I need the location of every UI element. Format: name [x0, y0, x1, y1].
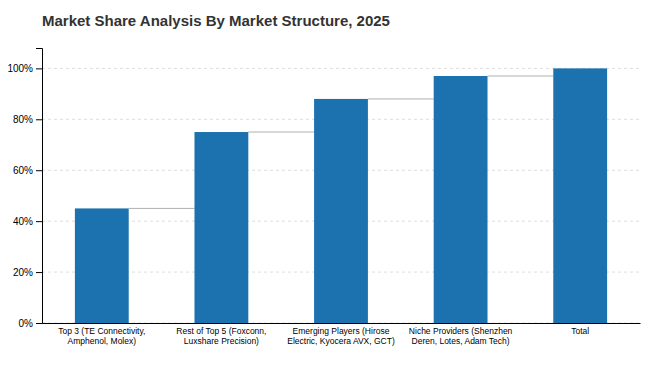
connector [129, 208, 195, 209]
x-tick: Total [571, 326, 589, 336]
y-tick-mark [36, 272, 42, 273]
y-tick: 40% [13, 216, 42, 227]
x-tick-label-line: Niche Providers (Shenzhen [409, 326, 513, 336]
x-tick-label: Niche Providers (ShenzhenDeren, Lotes, A… [409, 326, 513, 346]
y-tick: 100% [7, 63, 42, 74]
y-tick-mark [36, 119, 42, 120]
x-tick-label-line: Top 3 (TE Connectivity, [58, 326, 145, 336]
x-tick: Niche Providers (ShenzhenDeren, Lotes, A… [409, 326, 513, 346]
plot: 0% 20% 40% 60% 80% 100% Top 3 (TE Connectivity… [7, 49, 640, 346]
x-axis: Top 3 (TE Connectivity,Amphenol, Molex) R… [43, 324, 641, 346]
y-tick-label: 20% [13, 267, 33, 278]
x-tick-label-line: Electric, Kyocera AVX, GCT) [287, 336, 395, 346]
x-tick-label-line: Emerging Players (Hirose [293, 326, 390, 336]
title: Market Share Analysis By Market Structur… [42, 12, 390, 29]
x-tick-label: Emerging Players (HiroseElectric, Kyocer… [287, 326, 395, 346]
marks [75, 68, 607, 323]
x-tick-label-line: Deren, Lotes, Adam Tech) [412, 336, 510, 346]
chart: Market Share Analysis By Market Structur… [0, 0, 650, 365]
y-axis: 0% 20% 40% 60% 80% 100% [7, 49, 42, 329]
bar [314, 99, 368, 323]
x-tick: Rest of Top 5 (Foxconn,Luxshare Precisio… [176, 326, 266, 346]
x-tick-label-line: Rest of Top 5 (Foxconn, [176, 326, 266, 336]
y-tick-mark [36, 170, 42, 171]
x-tick: Top 3 (TE Connectivity,Amphenol, Molex) [58, 326, 145, 346]
y-tick-mark [36, 323, 42, 324]
y-tick: 80% [13, 114, 42, 125]
x-tick-label: Total [571, 326, 589, 336]
y-tick-label: 0% [19, 318, 34, 329]
y-tick-label: 60% [13, 165, 33, 176]
x-tick-label: Rest of Top 5 (Foxconn,Luxshare Precisio… [176, 326, 266, 346]
y-tick: 0% [19, 318, 42, 329]
y-tick-label: 80% [13, 114, 33, 125]
connector [368, 98, 434, 99]
x-tick-label-line: Luxshare Precision) [184, 336, 259, 346]
grid-line [42, 68, 640, 69]
y-tick-mark [36, 221, 42, 222]
bar [553, 68, 607, 323]
x-tick-label: Top 3 (TE Connectivity,Amphenol, Molex) [58, 326, 145, 346]
bar [75, 208, 129, 323]
y-tick-mark [36, 68, 42, 69]
y-tick: 20% [13, 267, 42, 278]
x-tick: Emerging Players (HiroseElectric, Kyocer… [287, 326, 395, 346]
y-axis-line [36, 49, 43, 324]
grid [42, 68, 640, 323]
connector [248, 132, 314, 133]
x-tick-label-line: Total [571, 326, 589, 336]
x-tick-label-line: Amphenol, Molex) [68, 336, 137, 346]
y-tick: 60% [13, 165, 42, 176]
connector [488, 76, 554, 77]
bar [194, 132, 248, 323]
y-tick-label: 100% [7, 63, 33, 74]
x-axis-line [43, 323, 641, 324]
bar [434, 76, 488, 323]
y-tick-label: 40% [13, 216, 33, 227]
